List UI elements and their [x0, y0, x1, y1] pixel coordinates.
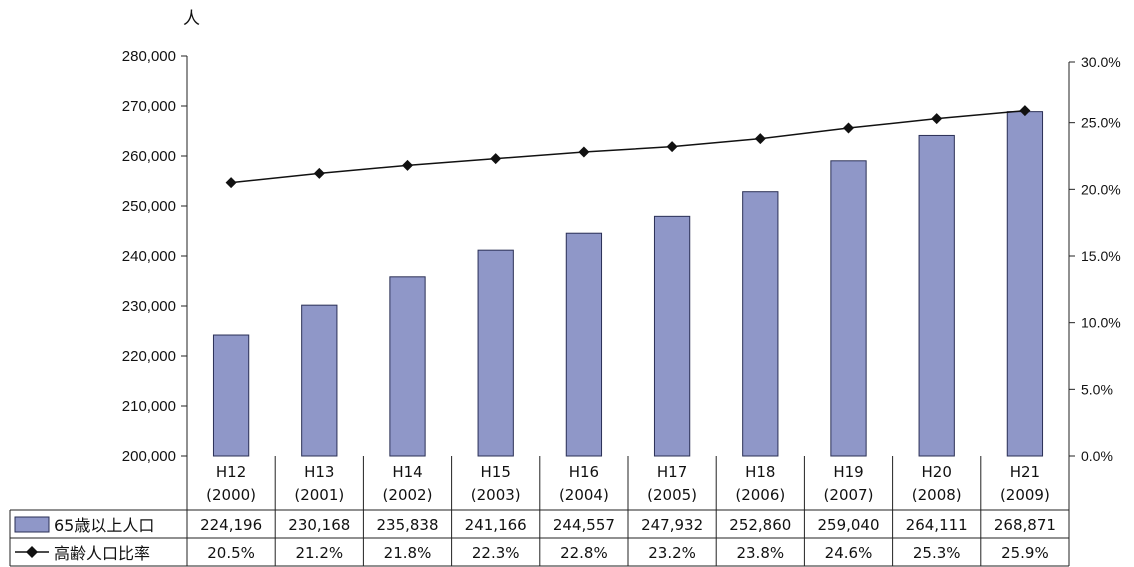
- category-year-label: (2003): [471, 486, 521, 504]
- y-axis-unit-label: 人: [183, 9, 200, 29]
- bar: [653, 215, 691, 457]
- bar: [477, 249, 514, 457]
- left-axis-tick-label: 280,000: [122, 48, 176, 65]
- category-label: H21: [1010, 463, 1040, 481]
- bar: [389, 276, 426, 457]
- category-label: H12: [216, 463, 246, 481]
- category-year-label: (2007): [824, 486, 874, 504]
- legend-bar-swatch: [14, 516, 50, 533]
- left-axis-tick-label: 260,000: [122, 148, 176, 165]
- category-label: H16: [569, 463, 599, 481]
- bar: [565, 232, 603, 457]
- legend-line-marker: [26, 546, 38, 558]
- category-label: H18: [745, 463, 775, 481]
- ratio-point: [402, 159, 413, 171]
- ratio-point: [313, 167, 325, 179]
- right-axis: 0.0% 5.0% 10.0% 15.0% 20.0% 25.0% 30.0%: [1068, 54, 1121, 464]
- left-axis: 200,000 210,000 220,000 230,000 240,000 250,0…: [122, 48, 188, 465]
- category-year-label: (2001): [294, 486, 344, 504]
- right-axis-tick-label: 15.0%: [1081, 248, 1121, 264]
- category-label: H14: [392, 463, 422, 481]
- ratio-point: [1019, 105, 1031, 117]
- category-label: H15: [481, 463, 511, 481]
- legend-bar-label: 65歳以上人口: [54, 516, 154, 535]
- right-axis-tick-label: 5.0%: [1081, 381, 1113, 397]
- category-label: H13: [304, 463, 334, 481]
- bar: [830, 160, 867, 457]
- ratio-value-label: 25.9%: [1001, 544, 1049, 562]
- right-axis-tick-label: 20.0%: [1081, 181, 1121, 197]
- ratio-value-label: 23.2%: [648, 544, 696, 562]
- left-axis-tick-label: 220,000: [122, 348, 176, 365]
- ratio-point: [843, 122, 854, 134]
- right-axis-tick-label: 30.0%: [1081, 54, 1121, 70]
- legend-line-label: 高齢人口比率: [54, 544, 150, 563]
- left-axis-tick-label: 250,000: [122, 198, 176, 215]
- category-year-label: (2006): [735, 486, 785, 504]
- bar: [212, 334, 250, 457]
- bar-value-label: 224,196: [200, 516, 262, 534]
- category-label: H17: [657, 463, 687, 481]
- bar-value-label: 268,871: [994, 516, 1056, 534]
- bar-series: [212, 111, 1044, 457]
- ratio-point: [754, 133, 766, 145]
- category-label: H19: [833, 463, 863, 481]
- ratio-value-label: 22.3%: [472, 544, 520, 562]
- ratio-value-label: 23.8%: [736, 544, 784, 562]
- left-axis-tick-label: 230,000: [122, 298, 176, 315]
- bar: [301, 304, 338, 457]
- ratio-line: [231, 109, 1025, 184]
- bar: [1006, 111, 1044, 457]
- left-axis-tick-label: 210,000: [122, 398, 176, 415]
- ratio-value-label: 25.3%: [913, 544, 961, 562]
- bar-value-label: 244,557: [553, 516, 615, 534]
- bar-value-label: 241,166: [465, 516, 527, 534]
- ratio-value-label: 22.8%: [560, 544, 608, 562]
- ratio-value-label: 21.2%: [295, 544, 343, 562]
- bar-value-label: 264,111: [906, 516, 968, 534]
- category-year-label: (2002): [383, 486, 433, 504]
- ratio-point: [225, 177, 237, 189]
- category-label: H20: [922, 463, 952, 481]
- bar-value-label: 247,932: [641, 516, 703, 534]
- bar: [742, 191, 779, 457]
- category-year-label: (2005): [647, 486, 697, 504]
- left-axis-tick-label: 270,000: [122, 98, 176, 115]
- ratio-point: [490, 153, 502, 165]
- right-axis-tick-label: 25.0%: [1081, 115, 1121, 131]
- left-axis-tick-label: 200,000: [122, 448, 176, 465]
- ratio-value-label: 21.8%: [384, 544, 432, 562]
- left-axis-tick-label: 240,000: [122, 248, 176, 265]
- ratio-point: [931, 113, 943, 125]
- line-series: [225, 105, 1031, 189]
- category-year-label: (2008): [912, 486, 962, 504]
- ratio-value-label: 20.5%: [207, 544, 255, 562]
- bar-value-label: 230,168: [288, 516, 350, 534]
- bar-value-label: 259,040: [817, 516, 879, 534]
- data-table: H12 (2000) H13 (2001) H14 (2002) H15 (2003) H16 (…: [9, 456, 1070, 567]
- bar-value-label: 235,838: [376, 516, 438, 534]
- category-year-label: (2009): [1000, 486, 1050, 504]
- bar: [918, 134, 955, 457]
- ratio-point: [578, 146, 590, 158]
- category-year-label: (2004): [559, 486, 609, 504]
- ratio-value-label: 24.6%: [825, 544, 873, 562]
- category-year-label: (2000): [206, 486, 256, 504]
- bar-value-label: 252,860: [729, 516, 791, 534]
- ratio-point: [666, 141, 678, 153]
- right-axis-tick-label: 10.0%: [1081, 315, 1121, 331]
- right-axis-tick-label: 0.0%: [1081, 448, 1113, 464]
